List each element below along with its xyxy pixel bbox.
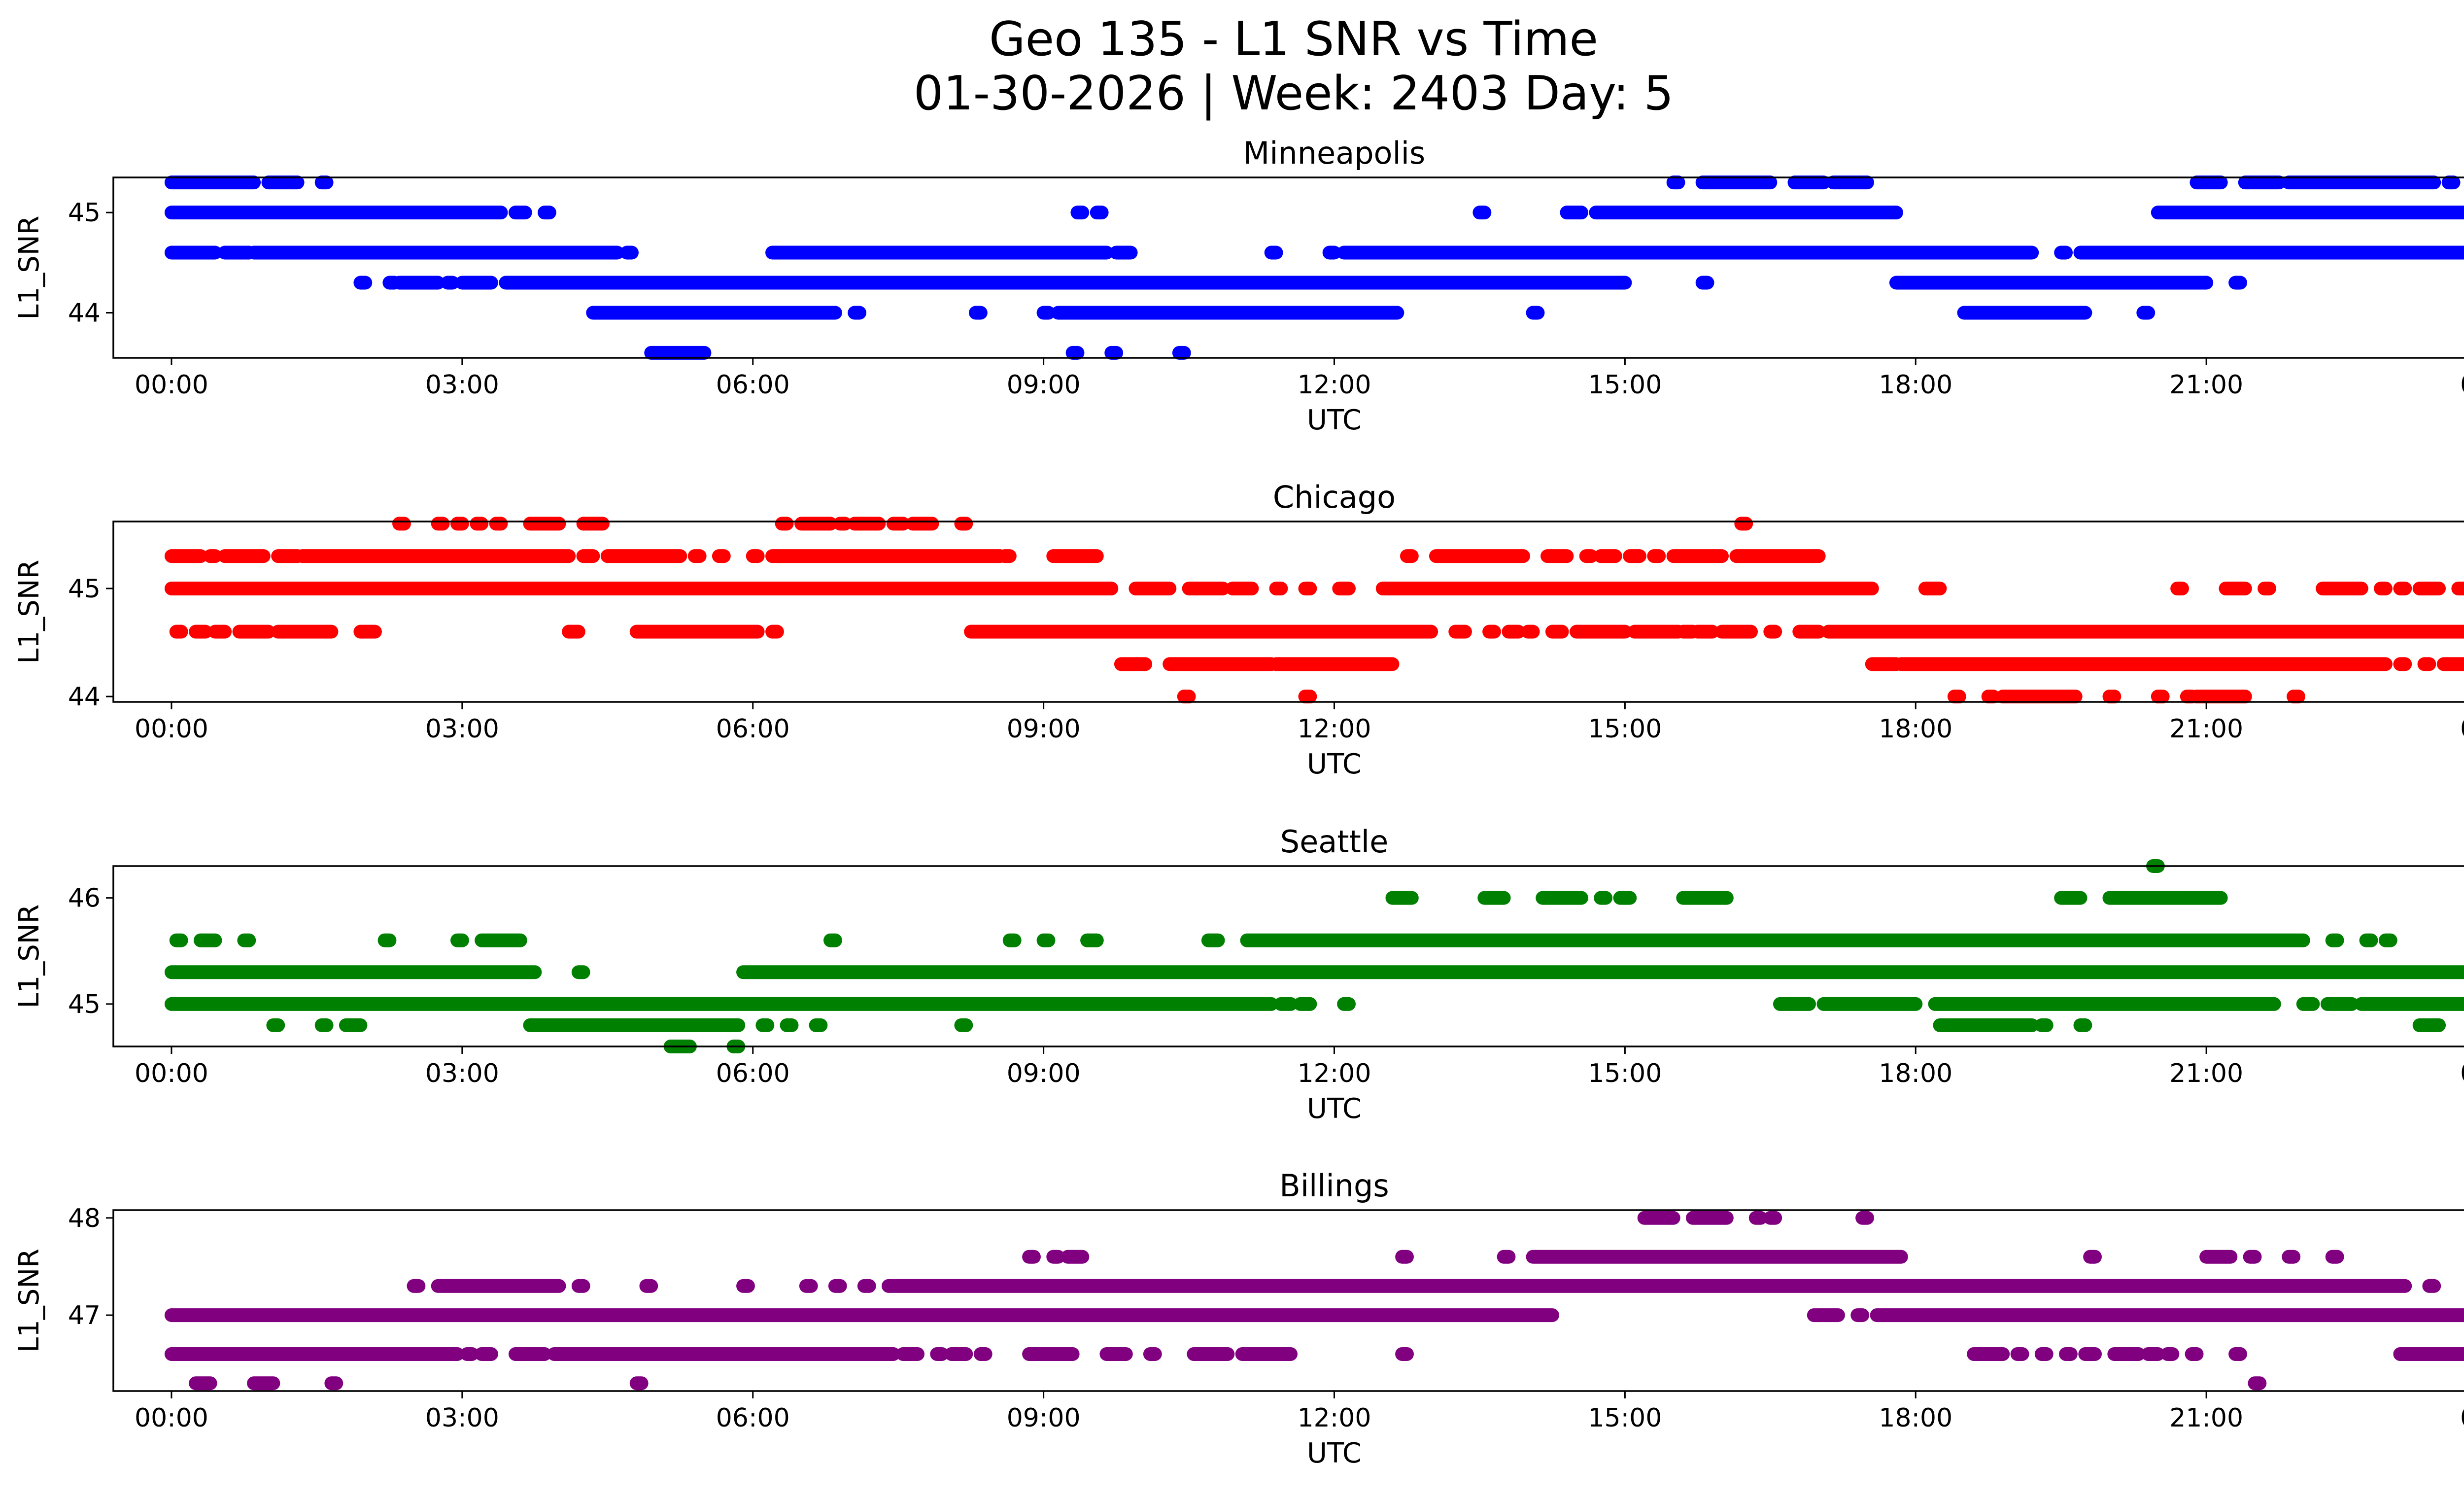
data-series	[164, 517, 2464, 704]
x-tick-label: 15:00	[1588, 714, 1662, 744]
y-axis-label: L1_SNR	[13, 559, 45, 663]
y-axis-label: L1_SNR	[13, 215, 45, 319]
x-axis-label: UTC	[1307, 404, 1362, 436]
x-axis: 00:00 03:00 06:00 09:00 12:00 15:00 18:00 21:00…	[135, 702, 2464, 780]
x-tick-label: 00:00	[135, 714, 208, 744]
panel-billings: Billings 00:00 03:00 06:00 09:00 12:00 15:00 18…	[13, 1168, 2464, 1469]
x-tick-label: 03:00	[425, 1059, 499, 1088]
x-tick-label: 00:00	[135, 370, 208, 400]
x-tick-label: 09:00	[1007, 1403, 1081, 1433]
panel-title: Billings	[1279, 1168, 1389, 1204]
x-tick-label: 00:00	[135, 1403, 208, 1433]
x-tick-label: 18:00	[1879, 714, 1952, 744]
panel-seattle: Seattle 00:00 03:00 06:00 09:00 12:00 15:00 18:…	[13, 824, 2464, 1125]
x-axis-label: UTC	[1307, 1437, 1362, 1469]
x-tick-label: 03:00	[425, 1403, 499, 1433]
x-tick-label: 21:00	[2169, 370, 2243, 400]
x-tick-label: 21:00	[2169, 1403, 2243, 1433]
x-tick-label: 15:00	[1588, 1059, 1662, 1088]
x-tick-label: 09:00	[1007, 1059, 1081, 1088]
y-axis: 44 45 L1_SNR	[13, 559, 113, 712]
y-axis-label: L1_SNR	[13, 904, 45, 1008]
y-axis-label: L1_SNR	[13, 1249, 45, 1353]
x-tick-label: 12:00	[1298, 370, 1371, 400]
y-tick-label: 45	[68, 990, 101, 1019]
y-tick-label: 48	[68, 1204, 101, 1233]
y-axis: 44 45 L1_SNR	[13, 198, 113, 328]
y-tick-label: 44	[68, 682, 101, 712]
x-axis: 00:00 03:00 06:00 09:00 12:00 15:00 18:00 21:00…	[135, 1046, 2464, 1125]
panel-title: Chicago	[1273, 479, 1396, 515]
x-tick-label: 06:00	[716, 714, 790, 744]
x-tick-label: 03:00	[425, 714, 499, 744]
plot-frame	[112, 176, 2464, 359]
y-tick-label: 46	[68, 884, 101, 913]
x-tick-label: 18:00	[1879, 370, 1952, 400]
x-tick-label: 06:00	[716, 1059, 790, 1088]
x-tick-label: 00:00	[2460, 1403, 2464, 1433]
x-tick-label: 00:00	[135, 1059, 208, 1088]
x-tick-label: 00:00	[2460, 1059, 2464, 1088]
x-tick-label: 15:00	[1588, 1403, 1662, 1433]
y-axis: 47 48 L1_SNR	[13, 1204, 113, 1353]
y-axis: 45 46 L1_SNR	[13, 884, 113, 1019]
plot-frame	[112, 521, 2464, 703]
figure-title-line-1: Geo 135 - L1 SNR vs Time	[989, 12, 1598, 67]
figure-title-line-2: 01-30-2026 | Week: 2403 Day: 5	[914, 67, 1674, 121]
x-tick-label: 06:00	[716, 1403, 790, 1433]
plot-frame	[112, 1209, 2464, 1392]
x-tick-label: 21:00	[2169, 714, 2243, 744]
x-tick-label: 18:00	[1879, 1059, 1952, 1088]
x-tick-label: 15:00	[1588, 370, 1662, 400]
x-axis: 00:00 03:00 06:00 09:00 12:00 15:00 18:00 21:00…	[135, 1391, 2464, 1469]
y-tick-label: 44	[68, 299, 101, 328]
y-tick-label: 45	[68, 198, 101, 228]
x-tick-label: 18:00	[1879, 1403, 1952, 1433]
y-tick-label: 45	[68, 574, 101, 604]
x-tick-label: 00:00	[2460, 370, 2464, 400]
y-tick-label: 47	[68, 1301, 101, 1330]
panel-chicago: Chicago 00:00 03:00 06:00 09:00 12:00 15:00 18:…	[13, 479, 2464, 780]
x-tick-label: 12:00	[1298, 1403, 1371, 1433]
data-series	[164, 1211, 2464, 1391]
x-tick-label: 03:00	[425, 370, 499, 400]
data-series	[164, 175, 2464, 360]
x-axis-label: UTC	[1307, 1093, 1362, 1125]
x-tick-label: 21:00	[2169, 1059, 2243, 1088]
x-axis-label: UTC	[1307, 748, 1362, 780]
data-series	[164, 859, 2464, 1053]
x-tick-label: 09:00	[1007, 714, 1081, 744]
x-tick-label: 12:00	[1298, 714, 1371, 744]
panel-title: Seattle	[1280, 824, 1388, 860]
x-axis: 00:00 03:00 06:00 09:00 12:00 15:00 18:00 21:00…	[135, 358, 2464, 436]
x-tick-label: 12:00	[1298, 1059, 1371, 1088]
panel-title: Minneapolis	[1243, 135, 1426, 171]
x-tick-label: 06:00	[716, 370, 790, 400]
panel-minneapolis: Minneapolis 00:00 03:00 06:00 09:00 12:00 15:0…	[13, 135, 2464, 436]
x-tick-label: 00:00	[2460, 714, 2464, 744]
x-tick-label: 09:00	[1007, 370, 1081, 400]
